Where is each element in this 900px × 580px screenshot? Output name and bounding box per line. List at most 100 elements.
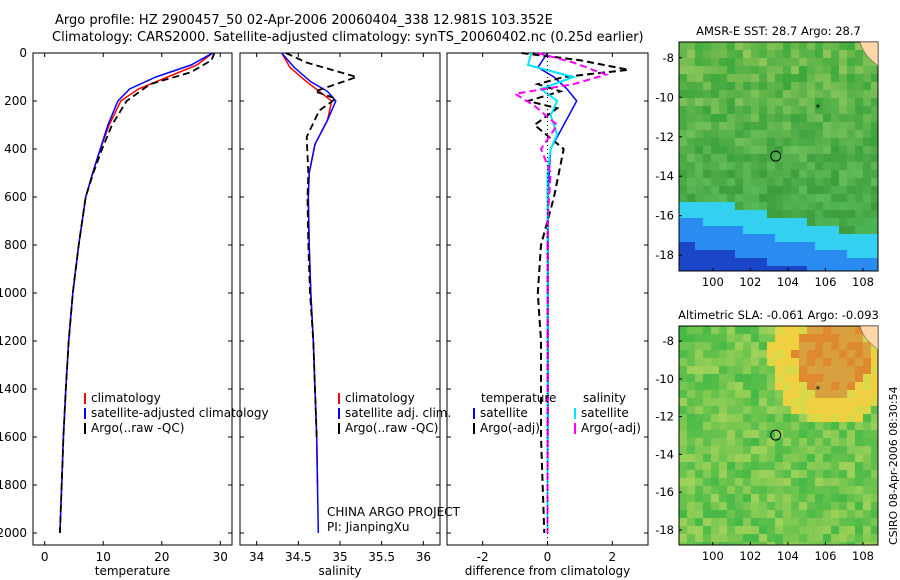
map-cell — [735, 390, 744, 399]
map-cell — [839, 266, 848, 272]
legend-salinity-label: satellite adj. clim. — [345, 406, 451, 420]
map-cell — [863, 138, 872, 147]
map-cell — [727, 342, 736, 351]
map-cell — [735, 170, 744, 179]
map-cell — [735, 162, 744, 171]
map-cell — [751, 138, 760, 147]
map-cell — [775, 194, 784, 203]
map-cell — [863, 178, 872, 187]
map-cell — [855, 258, 864, 267]
map-cell — [735, 518, 744, 527]
map-cell — [751, 266, 760, 272]
map-cell — [871, 366, 879, 375]
map-y-tick-label: -16 — [655, 485, 674, 499]
map-cell — [815, 438, 824, 447]
map-cell — [751, 82, 760, 91]
map-cell — [735, 154, 744, 163]
map-frame-2 — [678, 325, 879, 546]
map-cell — [743, 210, 752, 219]
map-cell — [735, 526, 744, 535]
map-cell — [815, 234, 824, 243]
map-cell — [711, 250, 720, 259]
map-cell — [863, 234, 872, 243]
map-cell — [695, 526, 704, 535]
map-cell — [807, 366, 816, 375]
map-cell — [831, 454, 840, 463]
map-cell — [783, 478, 792, 487]
map-cell — [807, 502, 816, 511]
map-cell — [791, 462, 800, 471]
map-cell — [815, 350, 824, 359]
map-cell — [799, 258, 808, 267]
map-cell — [791, 398, 800, 407]
map-cell — [695, 194, 704, 203]
map-cell — [823, 138, 832, 147]
map-cell — [871, 178, 879, 187]
map-cell — [783, 542, 792, 546]
map-cell — [759, 478, 768, 487]
map-cell — [759, 542, 768, 546]
map-cell — [783, 406, 792, 415]
map-cell — [807, 526, 816, 535]
map-cell — [799, 98, 808, 107]
map-cell — [791, 154, 800, 163]
map-cell — [775, 454, 784, 463]
map-cell — [775, 146, 784, 155]
map-cell — [799, 390, 808, 399]
map-cell — [815, 374, 824, 383]
map-cell — [807, 342, 816, 351]
map-cell — [719, 50, 728, 59]
map-cell — [783, 250, 792, 259]
map-cell — [847, 430, 856, 439]
map-cell — [767, 358, 776, 367]
map-y-tick-label: -18 — [655, 248, 674, 262]
map-cell — [807, 50, 816, 59]
map-cell — [727, 82, 736, 91]
map-cell — [855, 218, 864, 227]
map-cell — [855, 130, 864, 139]
map-cell — [711, 518, 720, 527]
map-cell — [783, 98, 792, 107]
map-cell — [735, 186, 744, 195]
map-cell — [839, 178, 848, 187]
map-cell — [679, 454, 688, 463]
map-cell — [687, 66, 696, 75]
map-cell — [703, 534, 712, 543]
map-cell — [775, 366, 784, 375]
map-cell — [711, 146, 720, 155]
map-cell — [727, 50, 736, 59]
map-cell — [767, 210, 776, 219]
map-cell — [727, 66, 736, 75]
y-tick-label: 1400 — [0, 382, 27, 396]
map-cell — [679, 462, 688, 471]
map-cell — [759, 186, 768, 195]
map-cell — [679, 74, 688, 83]
map-cell — [727, 534, 736, 543]
map-cell — [767, 138, 776, 147]
map-cell — [847, 154, 856, 163]
map-cell — [783, 226, 792, 235]
map-cell — [863, 398, 872, 407]
y-tick-label: 400 — [4, 142, 27, 156]
map-cell — [703, 122, 712, 131]
map-cell — [775, 542, 784, 546]
map-cell — [815, 258, 824, 267]
map-cell — [679, 178, 688, 187]
map-cell — [695, 470, 704, 479]
map-cell — [703, 358, 712, 367]
map-cell — [695, 518, 704, 527]
map-cell — [791, 542, 800, 546]
map-cell — [855, 518, 864, 527]
map-cell — [719, 374, 728, 383]
map-cell — [823, 366, 832, 375]
map-cell — [783, 438, 792, 447]
map-cell — [783, 106, 792, 115]
map-cell — [863, 454, 872, 463]
map-cell — [807, 210, 816, 219]
map-cell — [839, 114, 848, 123]
map-cell — [807, 422, 816, 431]
map-cell — [727, 406, 736, 415]
map-cell — [775, 178, 784, 187]
map-cell — [751, 470, 760, 479]
float-position-marker — [770, 150, 782, 162]
